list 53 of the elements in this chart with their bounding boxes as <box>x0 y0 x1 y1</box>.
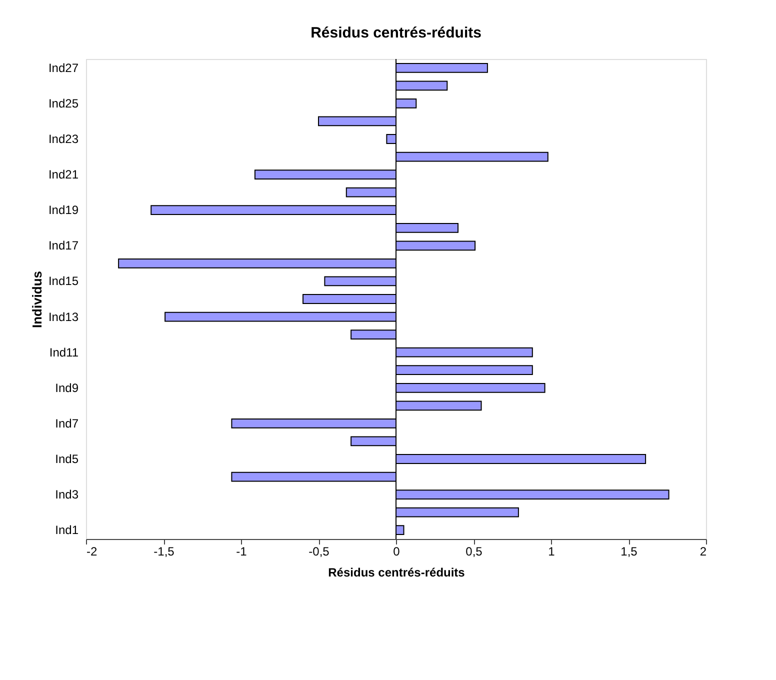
bar <box>231 472 396 482</box>
bar <box>350 330 396 340</box>
y-tick-label: Ind1 <box>55 523 79 538</box>
y-tick-label: Ind27 <box>48 60 79 75</box>
bar <box>318 116 396 126</box>
bar <box>396 222 458 233</box>
x-tick-label: -2 <box>86 544 98 558</box>
y-tick-label: Ind7 <box>55 416 79 430</box>
bar <box>396 347 533 358</box>
x-tick-label: -0,5 <box>308 544 330 558</box>
bar <box>396 240 476 251</box>
y-tick-label: Ind3 <box>55 488 79 502</box>
x-axis-title: Résidus centrés-réduits <box>328 566 466 580</box>
y-tick-label: Ind23 <box>48 132 79 146</box>
bar <box>396 98 417 108</box>
bar <box>396 490 670 500</box>
bar <box>302 294 396 304</box>
x-tick-label: 0,5 <box>466 544 483 558</box>
bar <box>396 365 533 376</box>
bar <box>254 170 396 180</box>
bar <box>396 382 546 393</box>
bar <box>231 418 396 428</box>
bar <box>396 525 404 536</box>
y-tick-label: Ind19 <box>48 203 79 218</box>
x-tick-label: -1,5 <box>154 544 175 558</box>
y-tick-label: Ind17 <box>48 238 79 253</box>
x-tick-label: 0 <box>393 544 400 558</box>
y-tick-label: Ind21 <box>48 168 79 182</box>
bar <box>396 454 646 464</box>
y-tick-label: Ind9 <box>55 380 79 395</box>
bar <box>396 152 548 162</box>
y-axis-title: Individus <box>29 270 44 328</box>
x-tick-label: -1 <box>236 544 248 558</box>
bar <box>350 436 396 446</box>
bar <box>164 312 396 322</box>
bar <box>150 205 396 216</box>
y-tick-label: Ind25 <box>48 96 79 110</box>
bar <box>118 258 396 268</box>
x-tick-label: 2 <box>700 544 707 558</box>
y-tick-label: Ind15 <box>48 274 79 288</box>
bar <box>396 62 488 73</box>
bar <box>324 276 396 286</box>
y-tick-label: Ind11 <box>49 345 79 360</box>
bar <box>396 400 482 411</box>
chart-title: Résidus centrés-réduits <box>310 24 482 42</box>
bar <box>346 187 396 198</box>
x-tick-label: 1,5 <box>620 544 638 558</box>
x-tick-label: 1 <box>548 544 556 558</box>
bar <box>396 80 448 91</box>
y-tick-label: Ind13 <box>48 310 79 324</box>
bar <box>386 134 396 144</box>
bar <box>396 507 519 518</box>
y-tick-label: Ind5 <box>55 452 79 466</box>
